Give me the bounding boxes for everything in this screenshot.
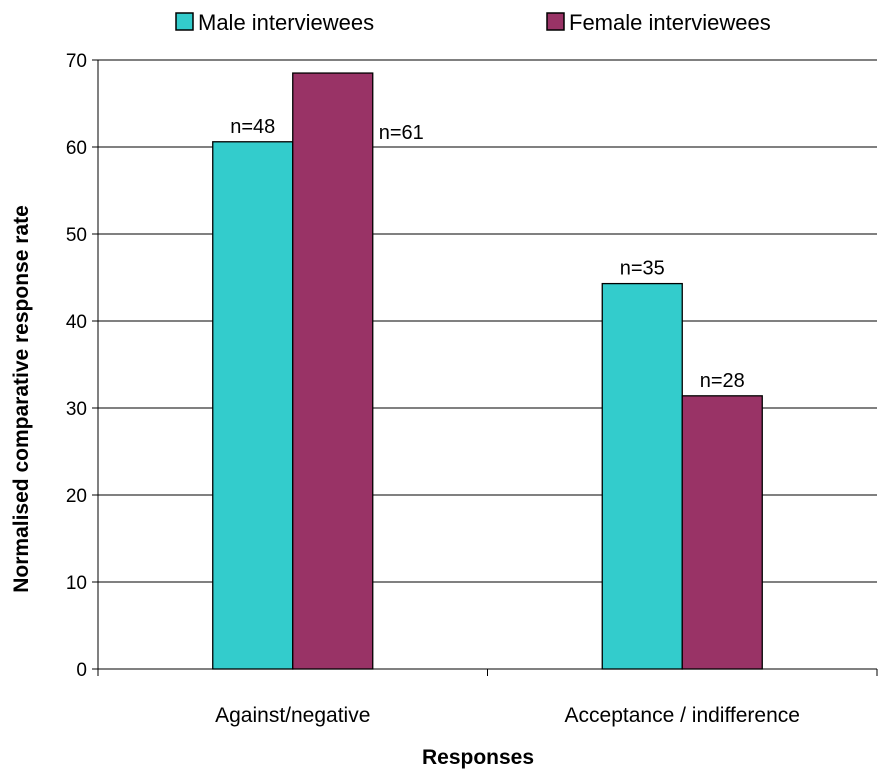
legend-swatch-male <box>175 12 194 31</box>
y-tick-label: 10 <box>66 573 87 594</box>
y-tick-label: 30 <box>66 399 87 420</box>
y-tick-label: 60 <box>66 138 87 159</box>
y-tick-label: 70 <box>66 51 87 72</box>
data-label: n=48 <box>230 116 275 138</box>
axes: 0 10 20 30 40 50 60 70 <box>66 51 878 681</box>
labels: n=48 n=61 Against/negative n=35 n=28 Acceptan… <box>215 116 800 727</box>
bar <box>212 141 294 670</box>
data-label: n=61 <box>379 122 424 144</box>
x-category-label: Against/negative <box>215 704 370 727</box>
legend-swatch-female <box>546 12 565 31</box>
data-label: n=28 <box>700 370 745 392</box>
bar <box>601 282 683 670</box>
y-tick-label: 40 <box>66 312 87 333</box>
bar <box>681 395 763 670</box>
x-axis-title: Responses <box>422 746 534 769</box>
data-label: n=35 <box>620 258 665 280</box>
legend-label-male: Male interviewees <box>198 10 374 35</box>
y-tick-label: 20 <box>66 486 87 507</box>
y-axis-title: Normalised comparative response rate <box>10 205 33 593</box>
legend-label-female: Female interviewees <box>569 10 771 35</box>
y-tick-label: 0 <box>76 660 87 681</box>
bars <box>212 72 763 670</box>
legend: Male interviewees Female interviewees <box>175 10 771 35</box>
x-category-label: Acceptance / indifference <box>565 704 800 727</box>
y-tick-label: 50 <box>66 225 87 246</box>
bar <box>292 72 374 670</box>
